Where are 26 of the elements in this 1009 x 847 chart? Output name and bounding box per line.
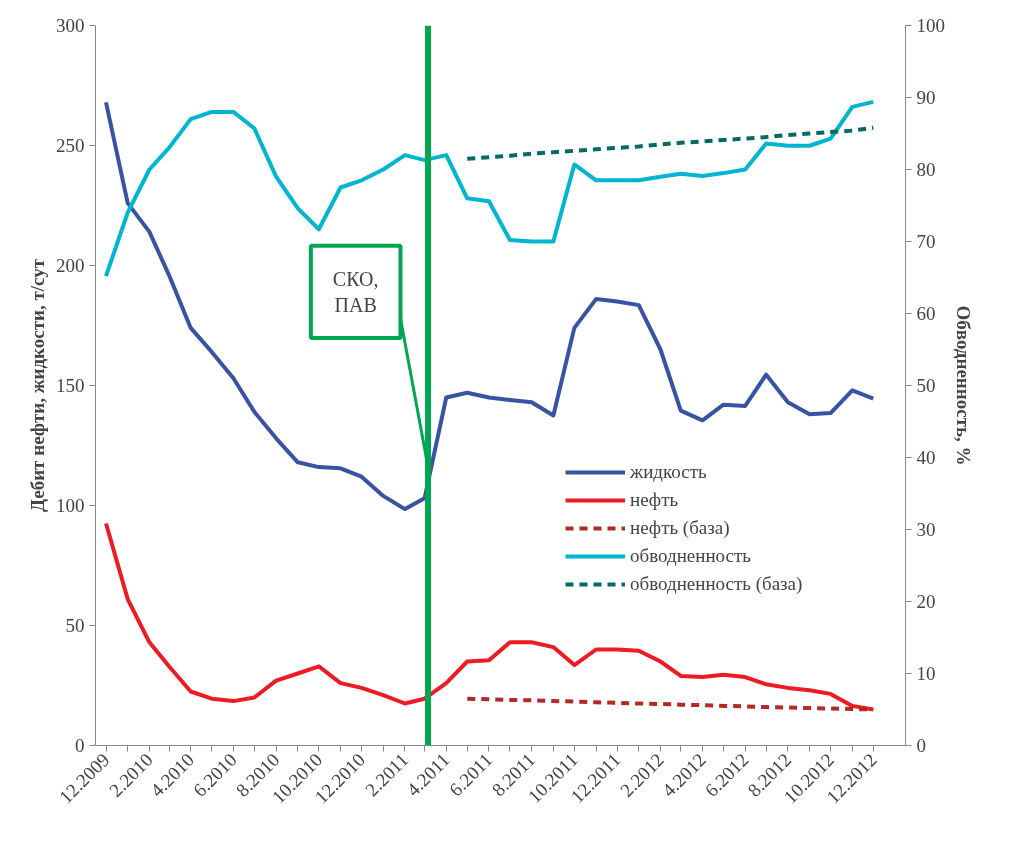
legend-label: обводненность (база) — [630, 573, 803, 595]
y-tick-label: 150 — [56, 375, 85, 396]
y-axis-title: Дебит нефти, жидкости, т/сут — [27, 258, 48, 513]
y-tick-label: 50 — [65, 615, 85, 636]
legend-label: жидкость — [630, 461, 707, 483]
y2-axis-title: Обводненность, % — [953, 305, 974, 466]
legend-label: нефть (база) — [630, 517, 730, 539]
y-tick-label: 300 — [56, 15, 85, 36]
y2-tick-label: 90 — [916, 87, 936, 108]
y-tick-label: 200 — [56, 255, 85, 276]
y2-tick-label: 20 — [916, 591, 936, 612]
y2-tick-label: 60 — [916, 303, 936, 324]
y2-tick-label: 100 — [916, 15, 945, 36]
annotation: СКО, ПАВ — [332, 267, 379, 317]
y2-tick-label: 40 — [916, 447, 936, 468]
y2-tick-label: 80 — [916, 159, 936, 180]
y2-tick-label: 30 — [916, 519, 936, 540]
y2-tick-label: 0 — [916, 735, 926, 756]
y-tick-label: 100 — [56, 495, 85, 516]
y-tick-label: 0 — [75, 735, 85, 756]
y2-tick-label: 70 — [916, 231, 936, 252]
y2-tick-label: 10 — [916, 663, 936, 684]
legend-label: обводненность — [630, 545, 751, 567]
legend-label: нефть — [630, 489, 679, 511]
y2-tick-label: 50 — [916, 375, 936, 396]
y-tick-label: 250 — [56, 135, 85, 156]
